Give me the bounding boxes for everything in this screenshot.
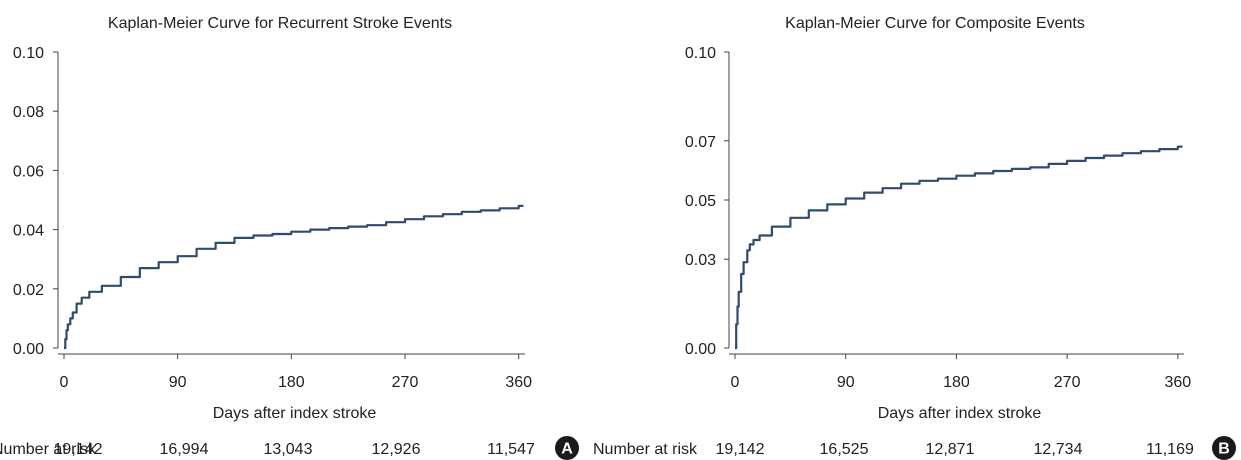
x-tick-label: 360 [505, 374, 532, 391]
y-tick-label: 0.05 [685, 193, 716, 210]
x-tick-label: 90 [837, 374, 855, 391]
risk-table-value: 12,871 [926, 441, 975, 458]
risk-table-value: 11,547 [487, 441, 535, 458]
risk-table-value: 19,142 [716, 441, 765, 458]
x-tick-label: 270 [392, 374, 419, 391]
chart-title: Kaplan-Meier Curve for Recurrent Stroke … [108, 15, 452, 32]
risk-table-value: 12,926 [372, 441, 421, 458]
x-tick-label: 90 [169, 374, 187, 391]
risk-table-value: 16,994 [160, 441, 209, 458]
risk-table-value: 13,043 [264, 441, 313, 458]
y-tick-label: 0.07 [685, 134, 716, 151]
risk-table-value: 11,169 [1146, 441, 1194, 458]
x-tick-label: 360 [1164, 374, 1191, 391]
panel-badge-label: A [561, 441, 573, 458]
risk-table-value: 12,734 [1034, 441, 1083, 458]
x-tick-label: 180 [278, 374, 305, 391]
risk-table-label: Number at risk [0, 441, 97, 458]
panel-a: Kaplan-Meier Curve for Recurrent Stroke … [0, 15, 579, 460]
x-tick-label: 180 [943, 374, 970, 391]
risk-table-label: Number at risk [593, 441, 698, 458]
panel-badge-circle [555, 436, 579, 460]
y-tick-label: 0.00 [685, 341, 716, 358]
y-tick-label: 0.04 [13, 223, 44, 240]
panel-b: Kaplan-Meier Curve for Composite Events 0… [593, 15, 1236, 460]
y-tick-label: 0.06 [13, 163, 44, 180]
km-curve-series [735, 145, 1183, 350]
panel-badge-label: B [1218, 441, 1230, 458]
risk-table-value: 16,525 [820, 441, 869, 458]
x-tick-label: 0 [731, 374, 740, 391]
km-curve-series [64, 204, 524, 350]
y-tick-label: 0.10 [685, 45, 716, 62]
risk-table-value: 19,142 [54, 441, 103, 458]
y-tick-label: 0.08 [13, 104, 44, 121]
y-tick-label: 0.02 [13, 282, 44, 299]
x-tick-label: 270 [1054, 374, 1081, 391]
x-axis-title: Days after index stroke [878, 405, 1042, 422]
y-tick-label: 0.00 [13, 341, 44, 358]
chart-title: Kaplan-Meier Curve for Composite Events [785, 15, 1085, 32]
y-tick-label: 0.03 [685, 252, 716, 269]
x-axis-title: Days after index stroke [213, 405, 377, 422]
panel-badge-circle [1212, 436, 1236, 460]
x-tick-label: 0 [60, 374, 69, 391]
y-tick-label: 0.10 [13, 45, 44, 62]
